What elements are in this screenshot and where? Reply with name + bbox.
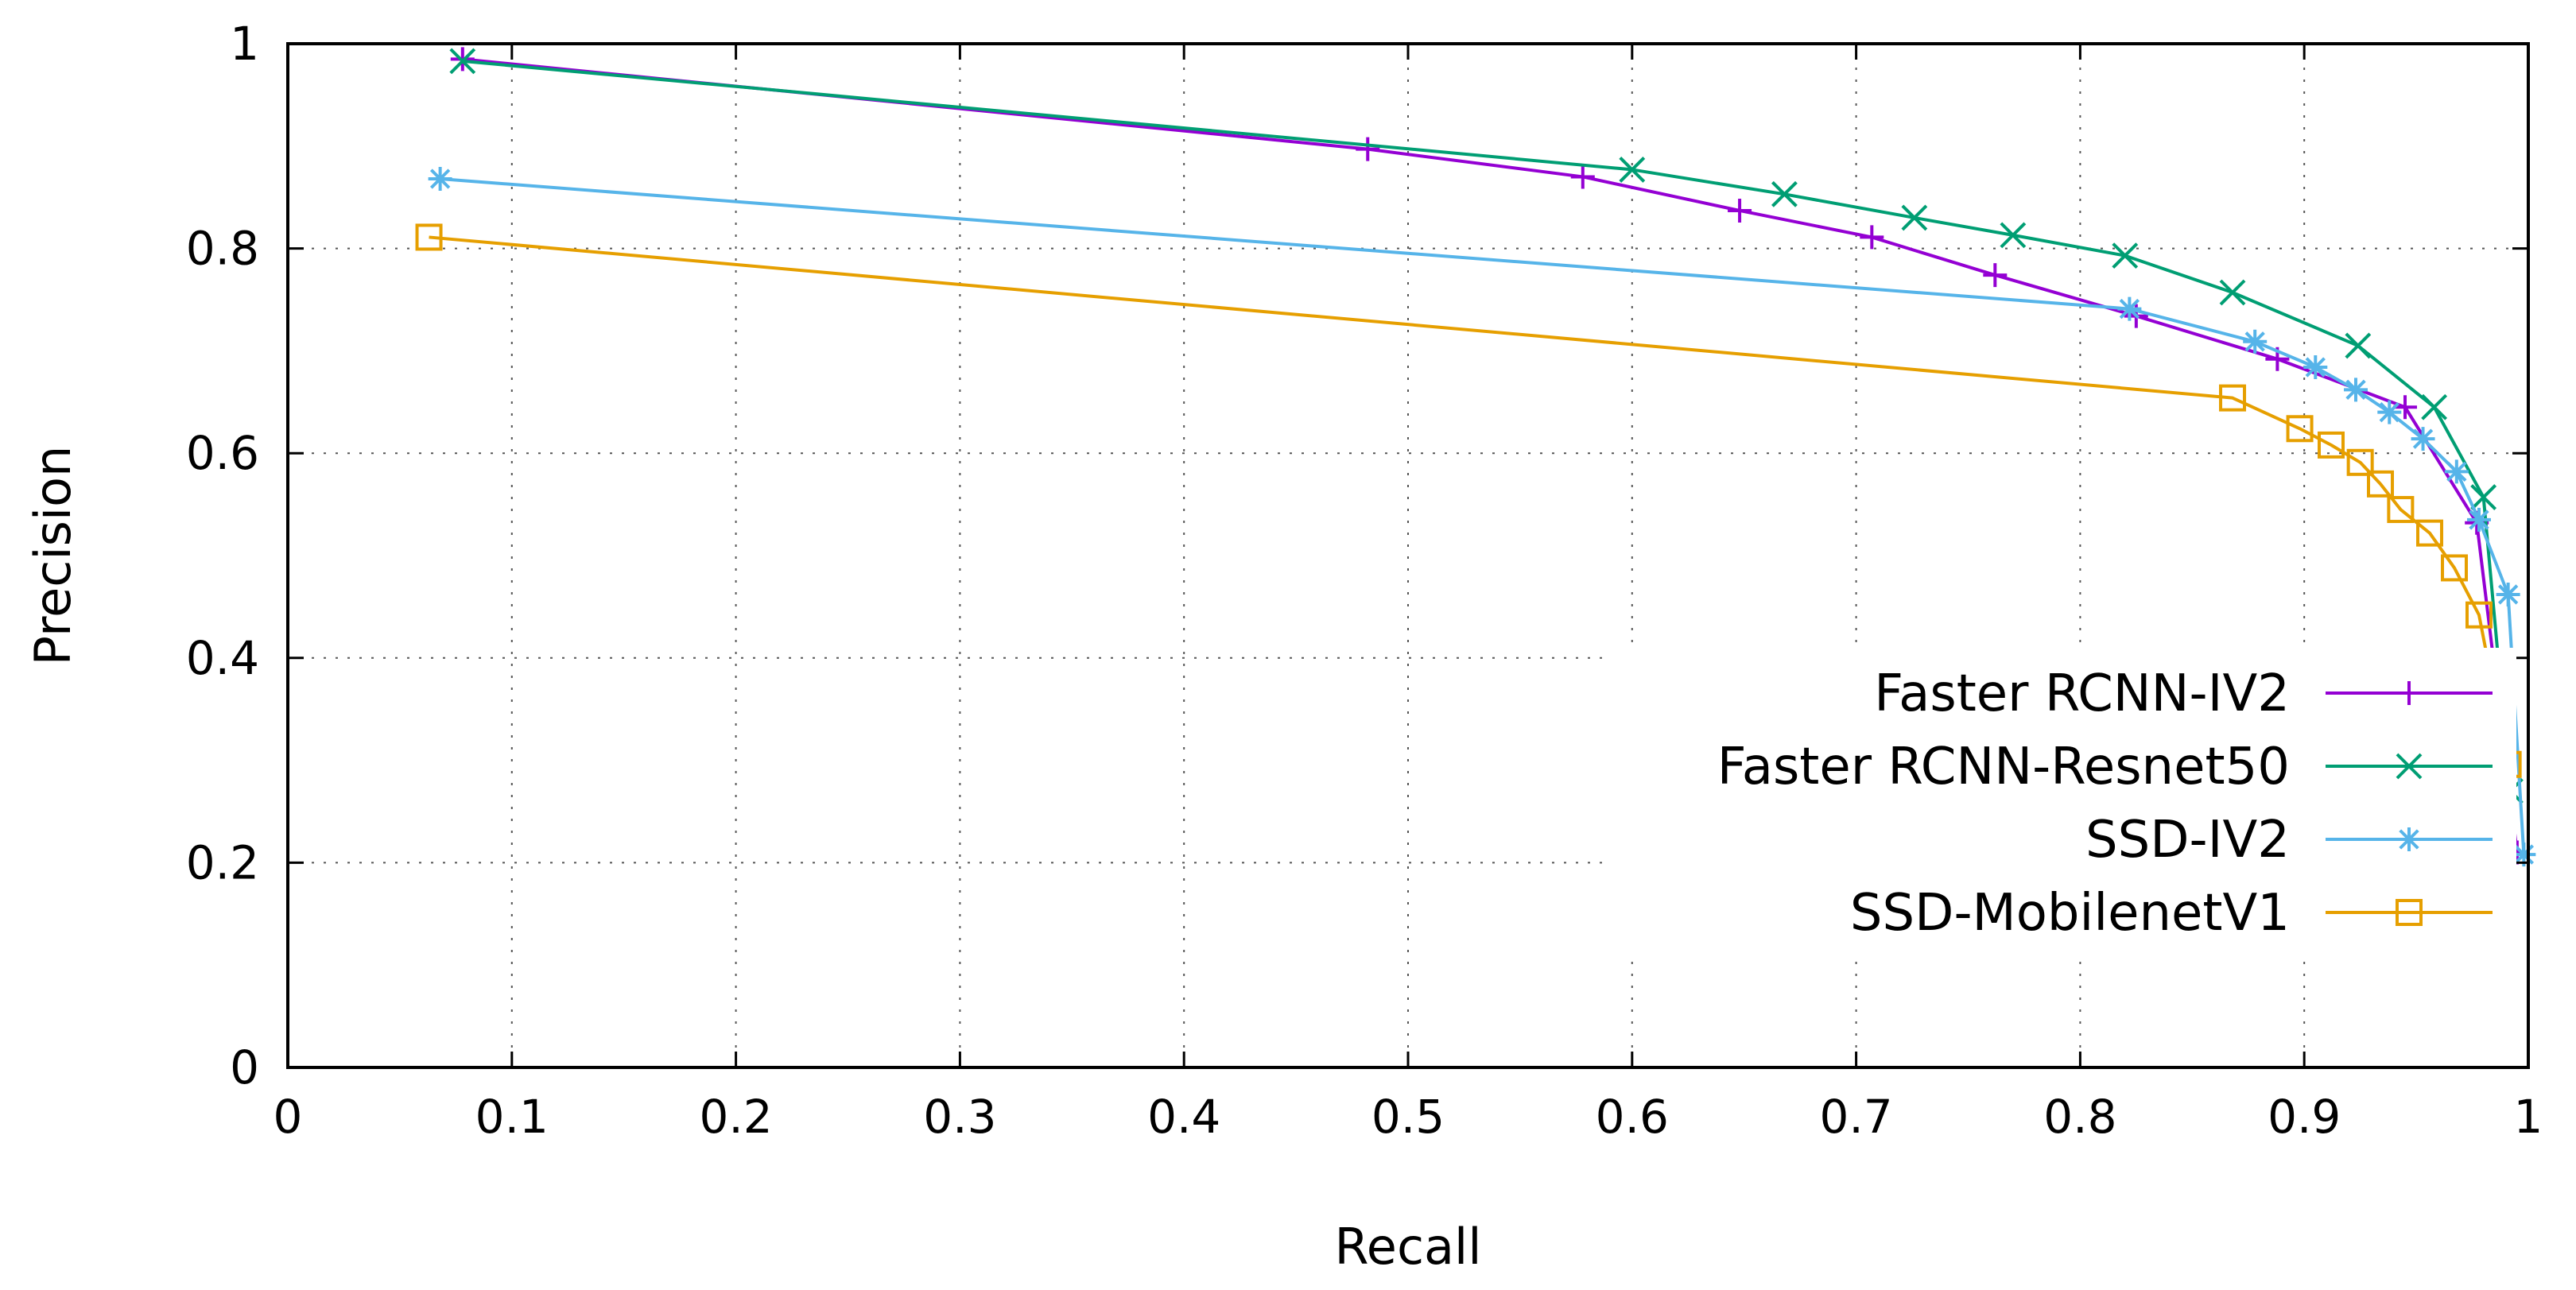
- data-point: [1619, 157, 1646, 183]
- legend-marker: [2396, 753, 2423, 780]
- series-2: [428, 167, 2536, 867]
- data-point: [2303, 355, 2328, 380]
- y-tick-label: 0: [230, 1040, 259, 1094]
- data-point: [2421, 393, 2448, 420]
- data-point: [2219, 279, 2246, 306]
- y-tick-label: 0.2: [186, 835, 259, 889]
- data-point: [2318, 431, 2345, 459]
- x-tick-label: 0: [274, 1090, 303, 1144]
- x-tick-label: 0.4: [1147, 1090, 1220, 1144]
- y-axis-label: Precision: [24, 446, 82, 666]
- x-tick-label: 0.1: [475, 1090, 549, 1144]
- x-tick-label: 1: [2514, 1090, 2543, 1144]
- data-point: [2512, 843, 2536, 867]
- data-point: [2219, 384, 2247, 412]
- x-axis-label: Recall: [1335, 1218, 1482, 1276]
- data-point: [2393, 395, 2418, 420]
- legend-label: SSD-MobilenetV1: [1850, 884, 2290, 943]
- y-tick-label: 0.6: [186, 426, 259, 480]
- y-tick-label: 1: [230, 17, 259, 71]
- x-tick-label: 0.8: [2043, 1090, 2116, 1144]
- data-point: [2112, 242, 2139, 269]
- data-point: [2117, 296, 2142, 321]
- legend-label: Faster RCNN-Resnet50: [1717, 738, 2290, 796]
- legend: Faster RCNN-IV2 Faster RCNN-Resnet50 SSD-I…: [1606, 648, 2516, 954]
- x-tick-label: 0.2: [699, 1090, 772, 1144]
- data-point: [1728, 198, 1752, 223]
- legend-label: Faster RCNN-IV2: [1874, 664, 2290, 723]
- x-tick-label: 0.9: [2268, 1090, 2341, 1144]
- series-line: [429, 235, 2510, 765]
- legend-marker: [2397, 827, 2421, 851]
- data-point: [2444, 459, 2469, 484]
- data-point: [2496, 582, 2520, 606]
- legend-marker: [2396, 899, 2423, 926]
- legend-marker: [2397, 681, 2421, 705]
- data-point: [1983, 263, 2008, 288]
- data-point: [2441, 554, 2469, 582]
- tick-layer: 0 0.1 0.2 0.3 0.4 0.5 0.6 0.7 0.8 0.9 1 0 0.2 0.4 0.6 0…: [186, 17, 2543, 1144]
- y-tick-label: 0.8: [186, 222, 259, 276]
- data-point: [1356, 137, 1380, 161]
- data-point: [2470, 484, 2497, 510]
- data-point: [2367, 470, 2395, 498]
- data-point: [1901, 204, 1928, 231]
- x-tick-label: 0.3: [923, 1090, 996, 1144]
- y-tick-label: 0.4: [186, 631, 259, 685]
- x-tick-label: 0.5: [1371, 1090, 1445, 1144]
- data-point: [1570, 165, 1595, 189]
- data-point: [1771, 180, 1798, 207]
- data-point: [2467, 507, 2491, 532]
- data-point: [2000, 222, 2027, 249]
- data-point: [2465, 601, 2493, 629]
- data-point: [2345, 332, 2372, 359]
- series-layer: [415, 47, 2536, 867]
- data-point: [428, 167, 452, 192]
- x-tick-label: 0.7: [1819, 1090, 1892, 1144]
- data-point: [2377, 400, 2402, 424]
- x-tick-label: 0.6: [1596, 1090, 1669, 1144]
- data-point: [2411, 427, 2435, 451]
- legend-background: [1606, 648, 2516, 954]
- data-point: [2387, 496, 2415, 524]
- data-point: [2346, 448, 2374, 476]
- data-point: [415, 223, 443, 251]
- data-point: [2416, 519, 2444, 547]
- data-point: [2243, 329, 2268, 354]
- data-point: [449, 48, 476, 75]
- data-point: [2344, 378, 2368, 402]
- data-point: [2286, 415, 2314, 443]
- legend-label: SSD-IV2: [2085, 811, 2290, 870]
- data-point: [1860, 225, 1884, 250]
- series-1: [449, 48, 2524, 804]
